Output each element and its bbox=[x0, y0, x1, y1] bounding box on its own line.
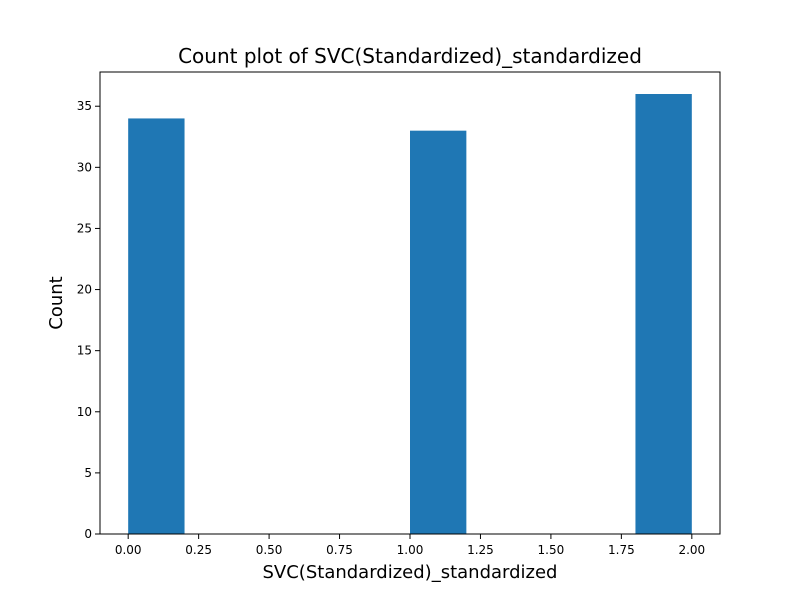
x-tick-label: 1.75 bbox=[608, 543, 635, 557]
x-tick-label: 1.00 bbox=[397, 543, 424, 557]
x-tick-label: 2.00 bbox=[678, 543, 705, 557]
y-tick-label: 0 bbox=[84, 527, 92, 541]
y-tick-label: 10 bbox=[77, 405, 92, 419]
bar-0 bbox=[128, 118, 185, 534]
chart-title: Count plot of SVC(Standardized)_standard… bbox=[178, 44, 642, 68]
x-axis: 0.00 0.25 0.50 0.75 1.00 1.25 1.50 1.75 2.00 bbox=[115, 534, 705, 557]
bar-1 bbox=[410, 130, 467, 535]
bars-layer bbox=[128, 94, 692, 535]
x-tick-label: 0.75 bbox=[326, 543, 353, 557]
y-tick-label: 25 bbox=[77, 221, 92, 235]
y-tick-label: 35 bbox=[77, 99, 92, 113]
y-axis: 0 5 10 15 20 25 30 35 bbox=[77, 99, 100, 541]
x-tick-label: 1.25 bbox=[467, 543, 494, 557]
y-tick-label: 5 bbox=[84, 466, 92, 480]
x-tick-label: 0.00 bbox=[115, 543, 142, 557]
y-tick-label: 30 bbox=[77, 160, 92, 174]
x-axis-title: SVC(Standardized)_standardized bbox=[263, 562, 558, 583]
y-tick-label: 15 bbox=[77, 344, 92, 358]
y-tick-label: 20 bbox=[77, 283, 92, 297]
bar-2 bbox=[635, 94, 692, 534]
y-axis-title: Count bbox=[46, 276, 67, 329]
x-tick-label: 0.50 bbox=[256, 543, 283, 557]
x-tick-label: 1.50 bbox=[538, 543, 565, 557]
x-tick-label: 0.25 bbox=[185, 543, 212, 557]
